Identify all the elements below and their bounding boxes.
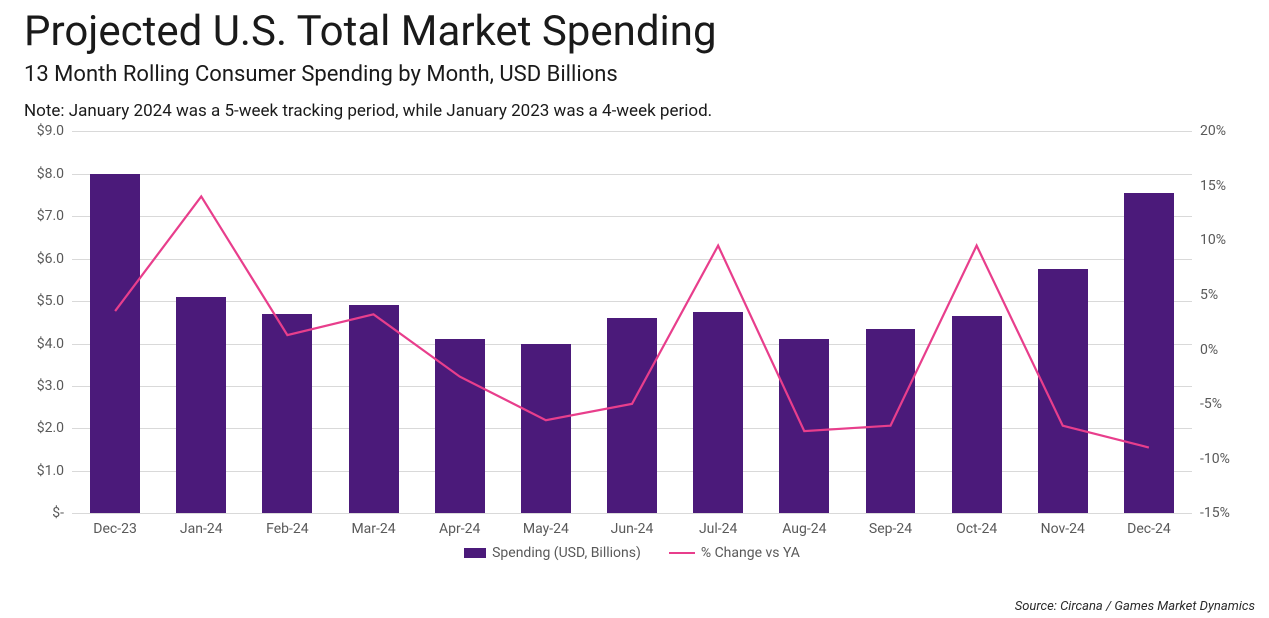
- x-tick-label: May-24: [503, 521, 589, 537]
- y-left-axis: $-$1.0$2.0$3.0$4.0$5.0$6.0$7.0$8.0$9.0: [24, 131, 64, 561]
- y-left-tick: $6.0: [24, 251, 64, 267]
- legend-line-label: % Change vs YA: [701, 545, 800, 561]
- chart-title: Projected U.S. Total Market Spending: [24, 8, 1251, 56]
- bar-slot: [244, 131, 330, 513]
- y-right-tick: 10%: [1200, 232, 1244, 248]
- source-attribution: Source: Circana / Games Market Dynamics: [1015, 599, 1255, 614]
- y-right-tick: 15%: [1200, 178, 1244, 194]
- bar: [521, 344, 571, 514]
- bar-slot: [158, 131, 244, 513]
- bar: [349, 305, 399, 513]
- line-swatch-icon: [669, 552, 695, 554]
- x-tick-label: Jul-24: [675, 521, 761, 537]
- bar: [866, 329, 916, 514]
- bar: [435, 339, 485, 513]
- x-tick-label: Mar-24: [330, 521, 416, 537]
- y-right-tick: 5%: [1200, 287, 1244, 303]
- y-left-tick: $4.0: [24, 336, 64, 352]
- bar: [90, 174, 140, 514]
- y-left-tick: $7.0: [24, 208, 64, 224]
- y-left-tick: $9.0: [24, 123, 64, 139]
- bar: [693, 312, 743, 514]
- chart-note: Note: January 2024 was a 5-week tracking…: [24, 101, 1251, 121]
- bar-slot: [761, 131, 847, 513]
- chart-area: $-$1.0$2.0$3.0$4.0$5.0$6.0$7.0$8.0$9.0 -…: [24, 131, 1244, 561]
- bar-slot: [72, 131, 158, 513]
- y-right-axis: -15%-10%-5%0%5%10%15%20%: [1200, 131, 1244, 561]
- bar: [262, 314, 312, 513]
- y-right-tick: -10%: [1200, 451, 1244, 467]
- x-tick-label: Nov-24: [1020, 521, 1106, 537]
- bar: [1038, 269, 1088, 513]
- x-tick-label: Feb-24: [244, 521, 330, 537]
- x-tick-label: Dec-24: [1106, 521, 1192, 537]
- bar-slot: [417, 131, 503, 513]
- y-left-tick: $5.0: [24, 293, 64, 309]
- x-tick-label: Dec-23: [72, 521, 158, 537]
- x-tick-label: Sep-24: [847, 521, 933, 537]
- bar: [1124, 193, 1174, 513]
- y-left-tick: $8.0: [24, 166, 64, 182]
- legend-item-bar: Spending (USD, Billions): [464, 545, 641, 561]
- bar-slot: [330, 131, 416, 513]
- y-right-tick: -15%: [1200, 505, 1244, 521]
- bar: [176, 297, 226, 513]
- bar-slot: [934, 131, 1020, 513]
- bar-slot: [503, 131, 589, 513]
- bar-slot: [589, 131, 675, 513]
- plot-area: [72, 131, 1192, 513]
- bar: [779, 339, 829, 513]
- y-left-tick: $-: [24, 505, 64, 521]
- legend-item-line: % Change vs YA: [669, 545, 800, 561]
- y-left-tick: $1.0: [24, 463, 64, 479]
- x-tick-label: Jan-24: [158, 521, 244, 537]
- bar-slot: [1020, 131, 1106, 513]
- bar: [607, 318, 657, 513]
- x-tick-label: Jun-24: [589, 521, 675, 537]
- bar-slot: [847, 131, 933, 513]
- bar-swatch-icon: [464, 548, 486, 558]
- y-left-tick: $3.0: [24, 378, 64, 394]
- bar: [952, 316, 1002, 513]
- y-left-tick: $2.0: [24, 420, 64, 436]
- bar-slot: [675, 131, 761, 513]
- legend: Spending (USD, Billions) % Change vs YA: [72, 545, 1192, 561]
- y-right-tick: -5%: [1200, 396, 1244, 412]
- x-axis: Dec-23Jan-24Feb-24Mar-24Apr-24May-24Jun-…: [72, 521, 1192, 537]
- x-tick-label: Oct-24: [934, 521, 1020, 537]
- x-tick-label: Aug-24: [761, 521, 847, 537]
- bar-slot: [1106, 131, 1192, 513]
- chart-subtitle: 13 Month Rolling Consumer Spending by Mo…: [24, 62, 1251, 87]
- x-tick-label: Apr-24: [417, 521, 503, 537]
- legend-bar-label: Spending (USD, Billions): [492, 545, 641, 561]
- y-right-tick: 20%: [1200, 123, 1244, 139]
- bar-series: [72, 131, 1192, 513]
- y-right-tick: 0%: [1200, 342, 1244, 358]
